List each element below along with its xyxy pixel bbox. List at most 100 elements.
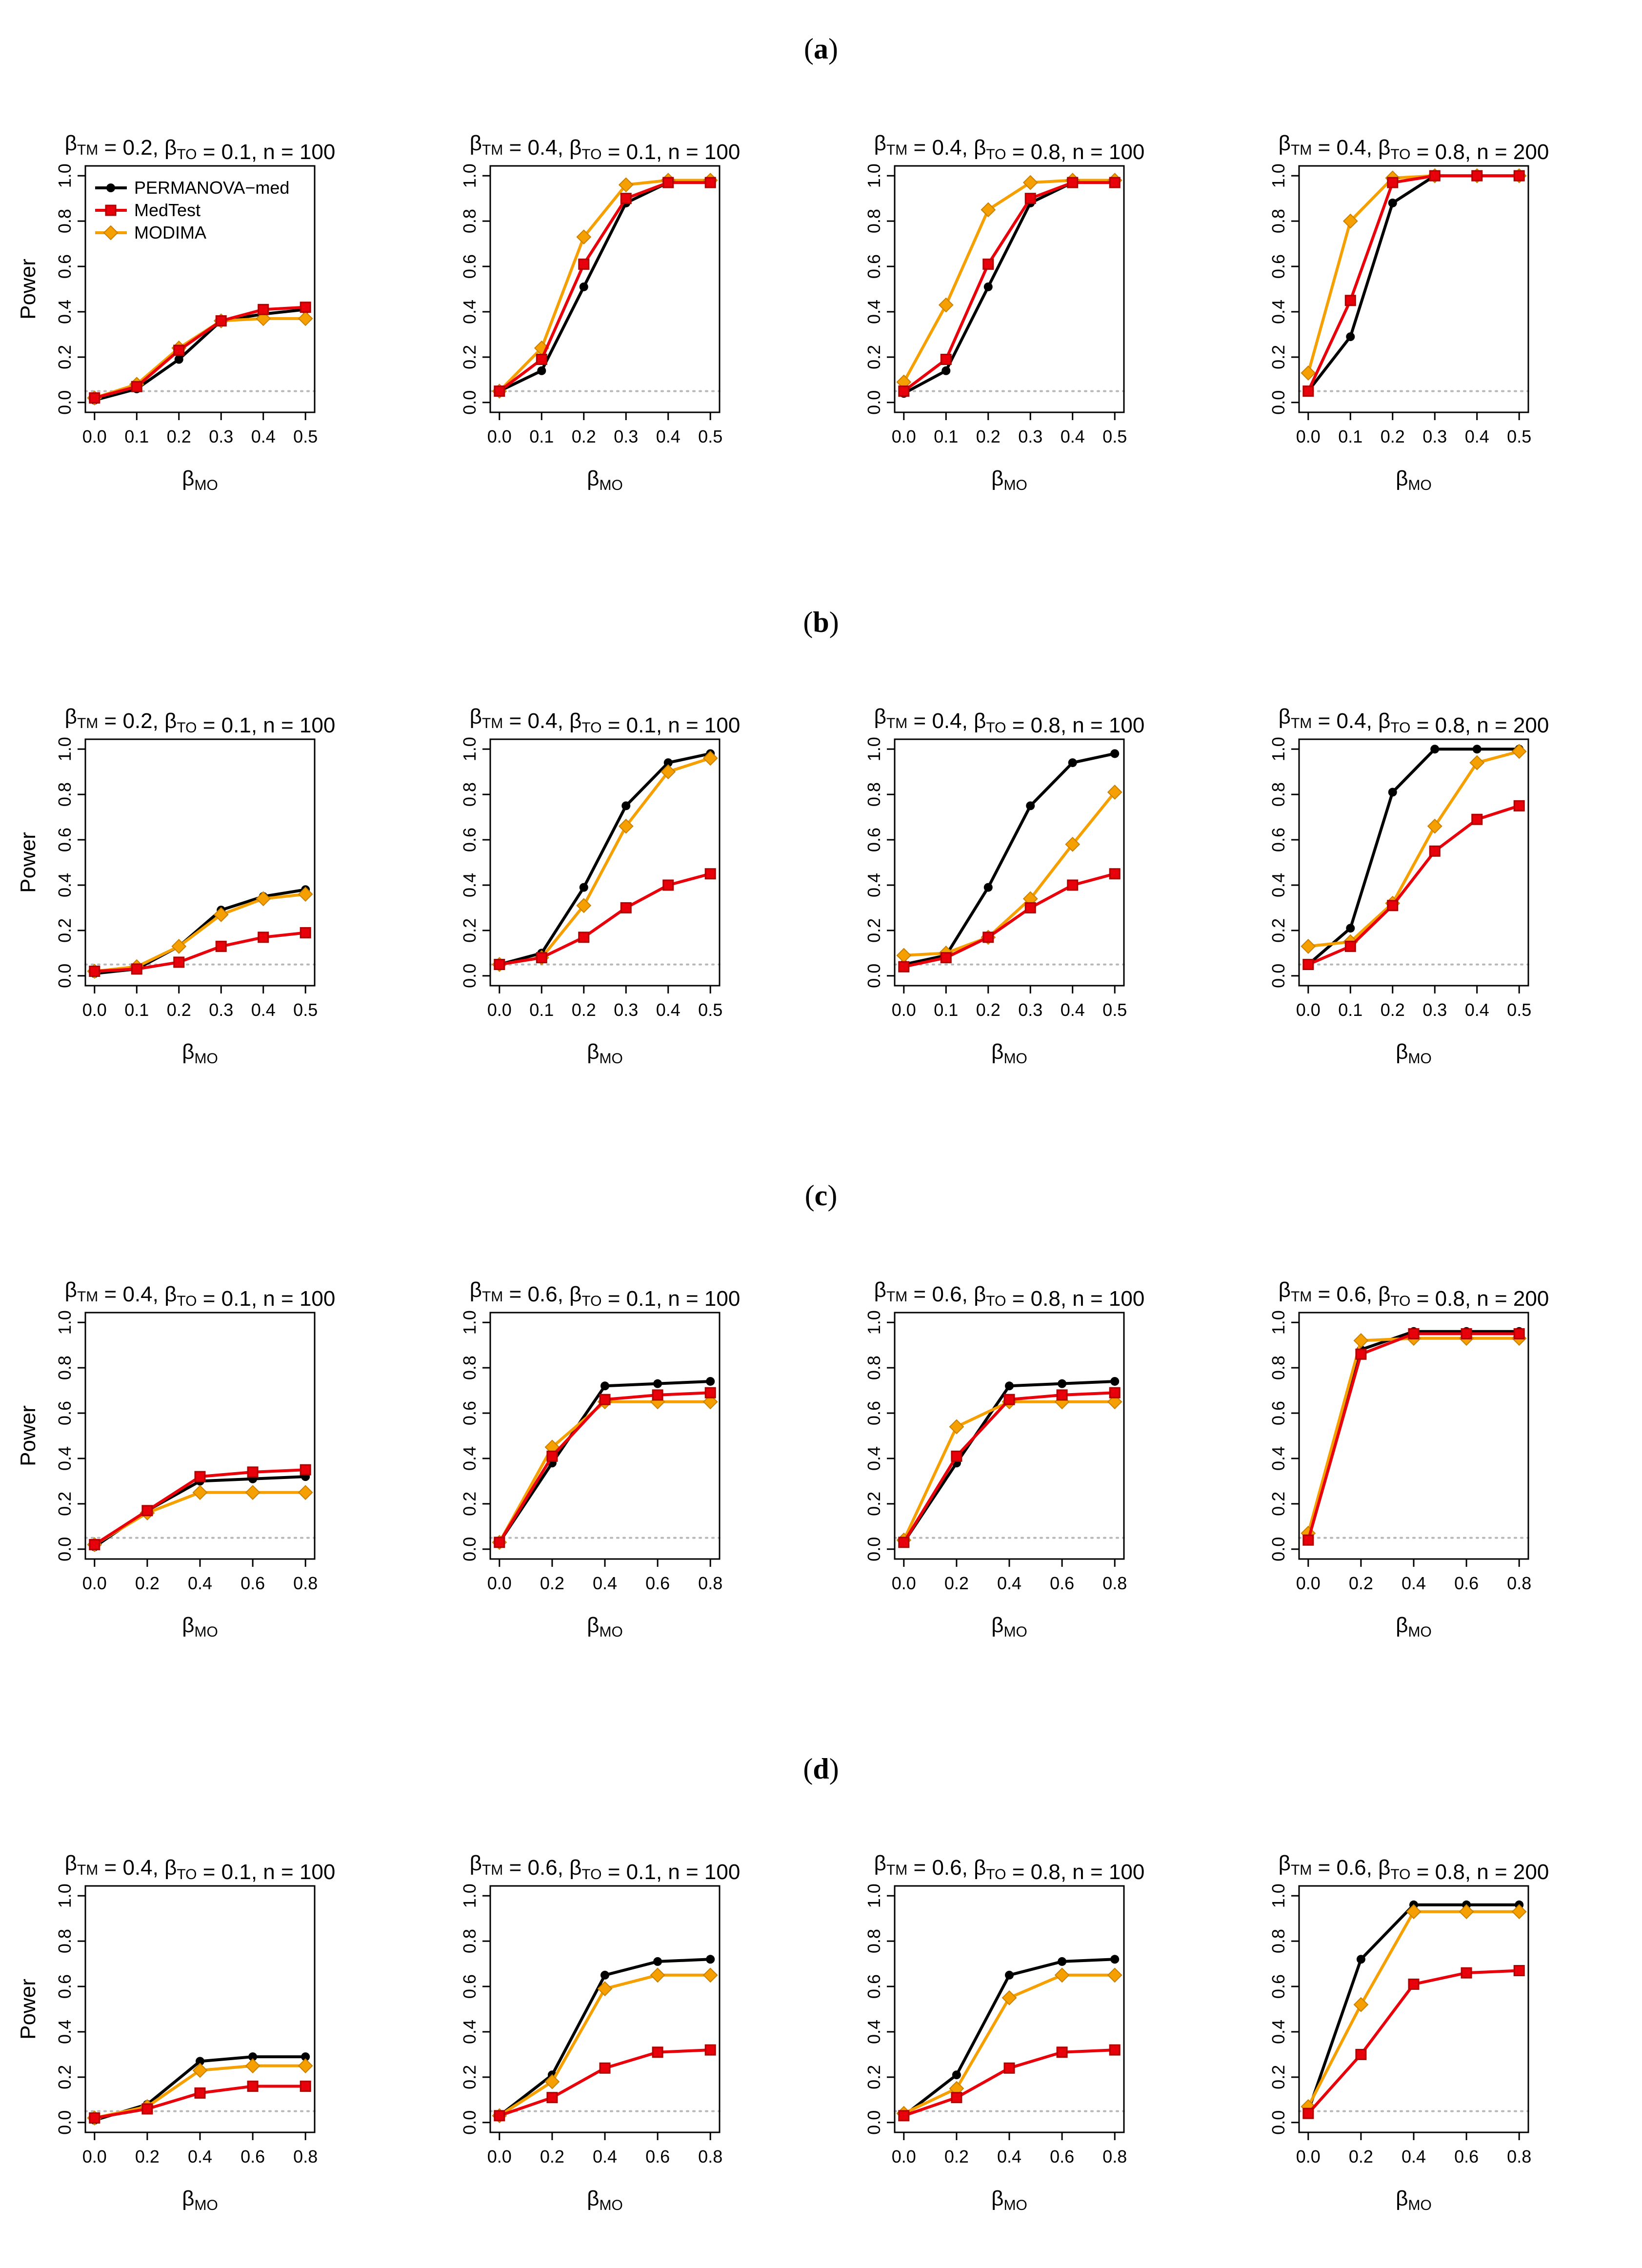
series-line-permanova-med [903,179,1115,395]
data-point [192,2063,208,2078]
data-point [601,1381,609,1391]
title-fragment: , β [153,136,177,160]
chart-panel: βTM = 0.2, βTO = 0.1, n = 1000.00.20.40.… [16,705,335,1067]
title-subscript: TM [482,1289,503,1305]
row-label: (a) [804,33,838,65]
title-fragment: 200 [1513,713,1549,737]
data-point [141,1505,153,1517]
y-tick-label: 1.0 [1268,1310,1288,1335]
data-point [621,801,631,810]
x-tick-label: 0.4 [997,1573,1021,1593]
chart-panel: βTM = 0.2, βTO = 0.1, n = 1000.00.20.40.… [16,131,335,493]
title-fragment: 0.2 [122,136,152,160]
y-tick-label: 0.0 [55,390,75,415]
legend-label: PERMANOVA−med [134,178,289,198]
y-tick-label: 0.0 [1268,390,1288,415]
x-axis-label-symbol: β [587,2187,599,2210]
panel-title: βTM = 0.2, βTO = 0.1, n = 100 [65,705,336,737]
x-tick-label: 0.5 [1507,1000,1531,1020]
data-point [245,2058,260,2074]
data-point [1024,902,1036,913]
series-line-permanova-med [94,308,306,402]
plot-frame [1298,1885,1529,2133]
series-line-modima [94,892,306,973]
title-subscript: TO [986,1866,1006,1883]
title-fragment: = [1312,136,1336,160]
y-tick-label: 0.8 [864,1356,884,1380]
x-tick-label: 0.3 [1018,426,1042,446]
y-tick-label: 0.8 [55,782,75,807]
title-fragment: 100 [704,1287,740,1311]
title-fragment: , β [1366,1282,1391,1306]
data-point [1427,818,1442,834]
x-axis-label-symbol: β [991,1040,1003,1064]
data-point [546,1450,558,1462]
chart-panel: βTM = 0.6, βTO = 0.8, n = 2000.00.20.40.… [1268,1278,1549,1640]
data-point [579,883,588,892]
x-axis-label: βMO [182,466,218,493]
y-tick-label: 0.4 [1268,300,1288,324]
y-tick-label: 0.4 [864,873,884,897]
y-tick-label: 0.2 [864,2065,884,2089]
series-line-medtest [1307,804,1520,966]
legend-label: MODIMA [134,223,206,243]
x-tick-label: 0.5 [1507,426,1531,446]
title-fragment: 200 [1513,1860,1549,1884]
title-fragment: = [1411,140,1435,164]
x-tick-label: 0.0 [1296,1573,1321,1593]
x-tick-label: 0.3 [1422,426,1447,446]
title-subscript: TO [581,1293,601,1309]
title-fragment: 0.8 [1435,1860,1465,1884]
chart-panel: βTM = 0.4, βTO = 0.8, n = 2000.00.20.40.… [1268,131,1549,493]
chart-panel: βTM = 0.4, βTO = 0.1, n = 1000.00.20.40.… [460,705,740,1067]
x-tick-label: 0.0 [487,1573,512,1593]
data-point [704,1387,716,1398]
title-fragment: 0.8 [1031,1287,1061,1311]
title-fragment: , β [558,709,582,733]
title-fragment: , β [1366,709,1391,733]
data-point [896,948,912,963]
y-tick-label: 0.2 [864,345,884,369]
x-tick-label: 0.3 [209,426,233,446]
data-point [258,304,269,315]
data-point [576,229,592,245]
data-point [1353,1997,1369,2012]
series-line-medtest [903,2048,1115,2117]
data-point [1110,1377,1120,1386]
title-fragment: β [874,1851,886,1875]
title-fragment: , β [962,709,986,733]
x-tick-label: 0.6 [645,2146,670,2167]
data-point [89,1539,100,1551]
data-point [620,193,632,204]
row-label-paren: ) [829,606,839,638]
data-point [1471,170,1483,182]
x-tick-label: 0.8 [1507,1573,1531,1593]
y-tick-label: 0.2 [460,2065,480,2089]
x-axis-label: βMO [1396,1040,1432,1067]
title-fragment: , β [1366,1856,1391,1880]
y-tick-label: 0.2 [55,2065,75,2089]
title-fragment: 0.6 [527,1282,557,1306]
data-point [300,2080,311,2092]
x-tick-label: 0.0 [487,2146,512,2167]
y-tick-label: 0.8 [55,1929,75,1953]
y-tick-label: 0.6 [55,1974,75,1999]
data-point [215,315,227,327]
title-fragment: , n = [656,140,704,164]
data-point [1511,744,1527,759]
title-fragment: 100 [1109,713,1144,737]
y-tick-label: 0.0 [1268,964,1288,988]
data-point [89,2112,100,2124]
data-point [1022,175,1038,190]
x-axis-label-subscript: MO [194,477,218,493]
y-tick-label: 0.6 [864,1401,884,1425]
data-point [663,758,673,768]
series-line-modima [498,179,711,392]
y-tick-label: 0.2 [864,1492,884,1516]
data-point [1429,845,1441,857]
row-label: (d) [803,1753,839,1785]
title-fragment: , β [558,136,582,160]
series-line-medtest [902,181,1115,392]
y-tick-label: 0.0 [864,964,884,988]
